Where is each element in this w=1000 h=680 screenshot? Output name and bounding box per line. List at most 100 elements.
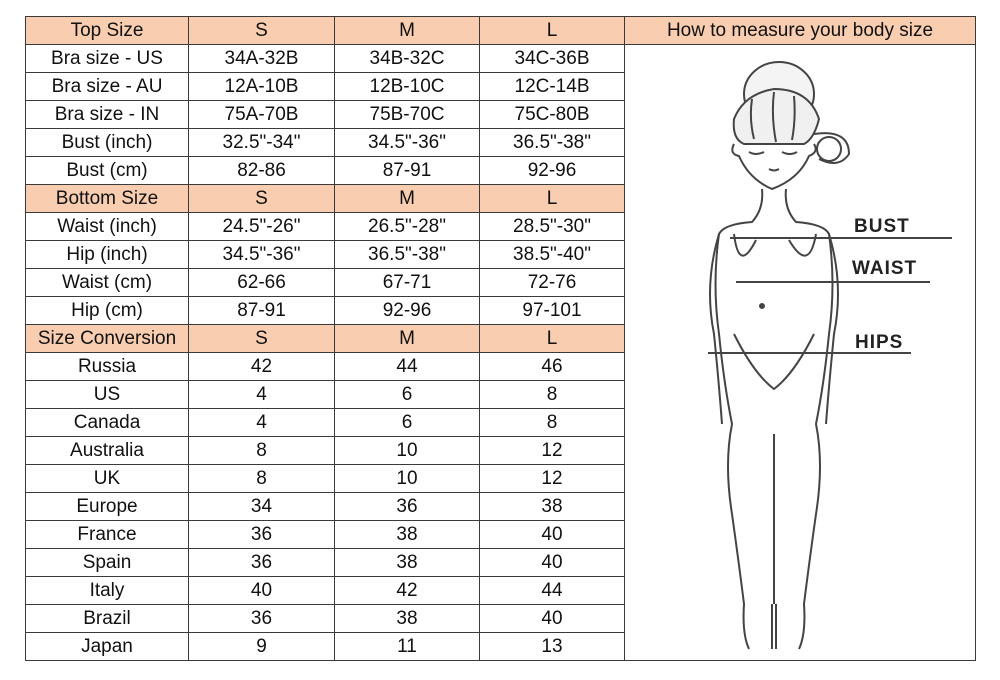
row-label: Waist (inch): [25, 212, 189, 241]
size-cell: 34: [188, 492, 335, 521]
size-cell: 75B-70C: [334, 100, 480, 129]
size-cell: 36: [188, 520, 335, 549]
size-cell: 24.5"-26": [188, 212, 335, 241]
table-row: Spain 36 38 40: [25, 548, 976, 577]
size-cell: 87-91: [334, 156, 480, 185]
size-cell: 38: [334, 604, 480, 633]
size-cell: 10: [334, 464, 480, 493]
size-cell: 8: [479, 380, 625, 409]
section-title: Bottom Size: [25, 184, 189, 213]
size-cell: 75C-80B: [479, 100, 625, 129]
size-chart-table: Top Size S M L How to measure your body size…: [25, 16, 976, 661]
row-label: Europe: [25, 492, 189, 521]
table-row: UK 8 10 12: [25, 464, 976, 493]
figure-title: How to measure your body size: [624, 16, 976, 45]
section-header-row: Size Conversion S M L: [25, 324, 976, 353]
table-row: Italy 40 42 44: [25, 576, 976, 605]
size-cell: S: [188, 16, 335, 45]
size-cell: L: [479, 16, 625, 45]
size-cell: M: [334, 184, 480, 213]
size-cell: 72-76: [479, 268, 625, 297]
row-label: Canada: [25, 408, 189, 437]
size-cell: 12B-10C: [334, 72, 480, 101]
row-label: UK: [25, 464, 189, 493]
size-cell: 46: [479, 352, 625, 381]
size-cell: 42: [188, 352, 335, 381]
woman-outline-illustration: [708, 61, 952, 650]
size-cell: 40: [188, 576, 335, 605]
table-row: Waist (cm) 62-66 67-71 72-76: [25, 268, 976, 297]
size-cell: 34.5"-36": [334, 128, 480, 157]
size-cell: 12A-10B: [188, 72, 335, 101]
size-cell: 38.5"-40": [479, 240, 625, 269]
size-cell: M: [334, 324, 480, 353]
table-row: Bra size - IN 75A-70B 75B-70C 75C-80B: [25, 100, 976, 129]
table-row: Australia 8 10 12: [25, 436, 976, 465]
size-cell: 36: [188, 548, 335, 577]
table-row: France 36 38 40: [25, 520, 976, 549]
row-label: Russia: [25, 352, 189, 381]
size-cell: 36.5"-38": [334, 240, 480, 269]
size-cell: 9: [188, 632, 335, 661]
size-cell: 4: [188, 408, 335, 437]
size-cell: 38: [334, 520, 480, 549]
size-cell: 26.5"-28": [334, 212, 480, 241]
size-cell: 11: [334, 632, 480, 661]
size-cell: L: [479, 324, 625, 353]
table-row: Russia 42 44 46: [25, 352, 976, 381]
size-cell: 6: [334, 408, 480, 437]
table-row: Japan 9 11 13: [25, 632, 976, 661]
size-cell: 44: [334, 352, 480, 381]
row-label: Waist (cm): [25, 268, 189, 297]
size-cell: 8: [188, 464, 335, 493]
row-label: Spain: [25, 548, 189, 577]
section-title: Top Size: [25, 16, 189, 45]
size-cell: 34.5"-36": [188, 240, 335, 269]
size-cell: S: [188, 184, 335, 213]
size-cell: 40: [479, 604, 625, 633]
row-label: France: [25, 520, 189, 549]
row-label: Hip (inch): [25, 240, 189, 269]
row-label: Bust (inch): [25, 128, 189, 157]
row-label: Australia: [25, 436, 189, 465]
table-row: Hip (cm) 87-91 92-96 97-101: [25, 296, 976, 325]
size-cell: 82-86: [188, 156, 335, 185]
size-cell: 38: [479, 492, 625, 521]
row-label: US: [25, 380, 189, 409]
size-cell: 42: [334, 576, 480, 605]
section-title: Size Conversion: [25, 324, 189, 353]
bust-label: BUST: [854, 216, 910, 237]
size-cell: 36: [334, 492, 480, 521]
size-cell: 34A-32B: [188, 44, 335, 73]
size-cell: 92-96: [479, 156, 625, 185]
size-cell: 38: [334, 548, 480, 577]
hips-label: HIPS: [855, 332, 904, 353]
row-label: Japan: [25, 632, 189, 661]
size-cell: 34C-36B: [479, 44, 625, 73]
size-cell: 4: [188, 380, 335, 409]
size-cell: 87-91: [188, 296, 335, 325]
table-row: Europe 34 36 38: [25, 492, 976, 521]
row-label: Hip (cm): [25, 296, 189, 325]
body-measurement-figure: BUST WAIST HIPS: [624, 44, 975, 661]
size-cell: 28.5"-30": [479, 212, 625, 241]
size-cell: 6: [334, 380, 480, 409]
size-cell: 12: [479, 464, 625, 493]
waist-label: WAIST: [852, 258, 918, 279]
size-cell: 92-96: [334, 296, 480, 325]
table-row: Hip (inch) 34.5"-36" 36.5"-38" 38.5"-40": [25, 240, 976, 269]
section-header-row: Bottom Size S M L: [25, 184, 976, 213]
size-cell: 12C-14B: [479, 72, 625, 101]
size-cell: 67-71: [334, 268, 480, 297]
table-row: Bust (inch) 32.5"-34" 34.5"-36" 36.5"-38": [25, 128, 976, 157]
size-cell: 8: [479, 408, 625, 437]
size-cell: 13: [479, 632, 625, 661]
size-cell: 75A-70B: [188, 100, 335, 129]
table-row: Bra size - AU 12A-10B 12B-10C 12C-14B: [25, 72, 976, 101]
size-cell: 34B-32C: [334, 44, 480, 73]
row-label: Italy: [25, 576, 189, 605]
size-cell: 97-101: [479, 296, 625, 325]
table-row: Brazil 36 38 40: [25, 604, 976, 633]
size-cell: L: [479, 184, 625, 213]
size-cell: 36: [188, 604, 335, 633]
